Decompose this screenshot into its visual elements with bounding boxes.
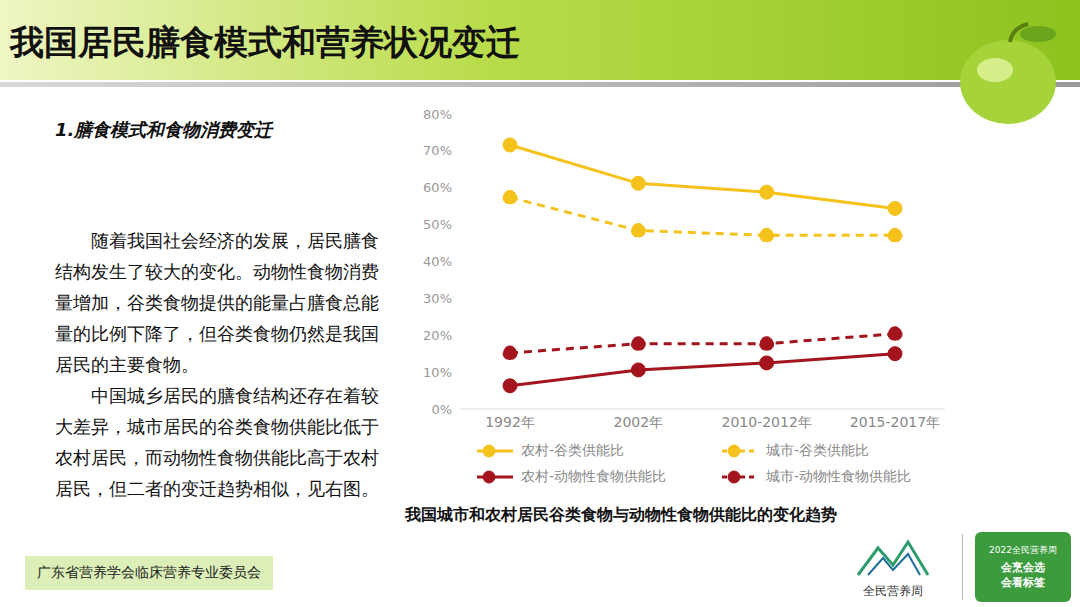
- html-text:全民营养周: 全民营养周: [863, 584, 923, 598]
- svg-text:30%: 30%: [423, 291, 452, 306]
- svg-text:50%: 50%: [423, 217, 452, 232]
- svg-text:0%: 0%: [431, 402, 452, 417]
- html-text:城市-谷类供能比: 城市-谷类供能比: [766, 442, 870, 458]
- html-text:我国居民膳食模式和营养状况变迁: 我国居民膳食模式和营养状况变迁: [10, 22, 520, 62]
- svg-text:40%: 40%: [423, 254, 452, 269]
- svg-text:1992年: 1992年: [485, 414, 535, 430]
- html-text:会看标签: 会看标签: [1001, 576, 1045, 589]
- html-text:城市-动物性食物供能比: 城市-动物性食物供能比: [766, 468, 912, 484]
- html-text:我国城市和农村居民谷类食物与动物性食物供能比的变化趋势: 我国城市和农村居民谷类食物与动物性食物供能比的变化趋势: [405, 505, 837, 524]
- html-text:2022全民营养周: 2022全民营养周: [989, 545, 1057, 555]
- svg-text:2015-2017年: 2015-2017年: [850, 414, 940, 430]
- html-text:会烹会选: 会烹会选: [1001, 561, 1045, 574]
- svg-text:20%: 20%: [423, 328, 452, 343]
- svg-text:80%: 80%: [423, 107, 452, 122]
- html-text:随着我国社会经济的发展，居民膳食结构发生了较大的变化。动物性: 随着我国社会经济的发展，居民膳食结构发生了较大的变化。动物性食物消费量增加，谷类…: [55, 230, 379, 375]
- html-text:农村-动物性食物供能比: 农村-动物性食物供能比: [521, 468, 667, 484]
- svg-text:2010-2012年: 2010-2012年: [722, 414, 812, 430]
- html-text:广东省营养学会临床营养专业委员会: 广东省营养学会临床营养专业委员会: [37, 564, 261, 580]
- svg-text:2002年: 2002年: [614, 414, 664, 430]
- html-text:农村-谷类供能比: 农村-谷类供能比: [521, 442, 625, 458]
- svg-text:10%: 10%: [423, 365, 452, 380]
- html-text:中国城乡居民的膳食结构还存在着较大差异，城市居民的谷类食物供: 中国城乡居民的膳食结构还存在着较大差异，城市居民的谷类食物供能比低于农村居民，而…: [55, 385, 379, 499]
- svg-text:60%: 60%: [423, 180, 452, 195]
- html-text:1.膳食模式和食物消费变迁: 1.膳食模式和食物消费变迁: [55, 119, 273, 140]
- svg-text:70%: 70%: [423, 143, 452, 158]
